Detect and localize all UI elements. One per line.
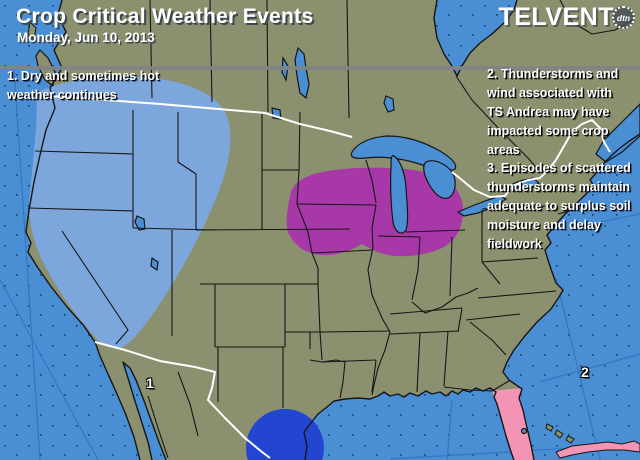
map-label-1: 1 [146, 375, 154, 391]
us-canada-border [49, 95, 353, 138]
coastline [25, 0, 640, 460]
us-canada-border-east [451, 119, 611, 198]
graticule-lines [0, 67, 640, 460]
telvent-wordmark: TELVENT [498, 3, 614, 31]
lake-winnipeg [294, 46, 310, 100]
lake-ontario [506, 177, 541, 192]
small-lake [134, 215, 146, 231]
region-dry-hot-northwest [29, 76, 231, 349]
us-mexico-border [94, 341, 271, 459]
lake-okeechobee [520, 427, 528, 435]
region-gulf-storm [246, 409, 324, 460]
international-borders [49, 95, 611, 459]
annotation-dry-hot: 1. Dry and sometimes hot weather continu… [7, 69, 160, 102]
map-title: Crop Critical Weather Events [16, 5, 314, 28]
lake-huron [423, 160, 456, 199]
coastal-island [27, 20, 37, 42]
great-salt-lake [150, 256, 159, 272]
telvent-logo: TELVENT dtn [498, 3, 635, 32]
caribbean-islands [545, 423, 640, 459]
lakes [134, 46, 640, 435]
map-date: Monday, Jun 10, 2013 [17, 30, 155, 45]
cuba [555, 440, 640, 459]
lake-erie [456, 195, 508, 217]
dtn-badge-icon: dtn [612, 6, 635, 29]
region-florida-andrea [492, 388, 534, 460]
state-borders [27, 0, 633, 459]
lake-michigan [390, 155, 409, 234]
annotation-scattered-thunderstorms: 3. Episodes of scattered thunderstorms m… [487, 161, 631, 251]
annotation-ts-andrea: 2. Thunderstorms and wind associated wit… [487, 67, 619, 157]
latitude-line [0, 66, 640, 70]
small-lake [383, 95, 395, 113]
map-label-2: 2 [581, 364, 589, 380]
